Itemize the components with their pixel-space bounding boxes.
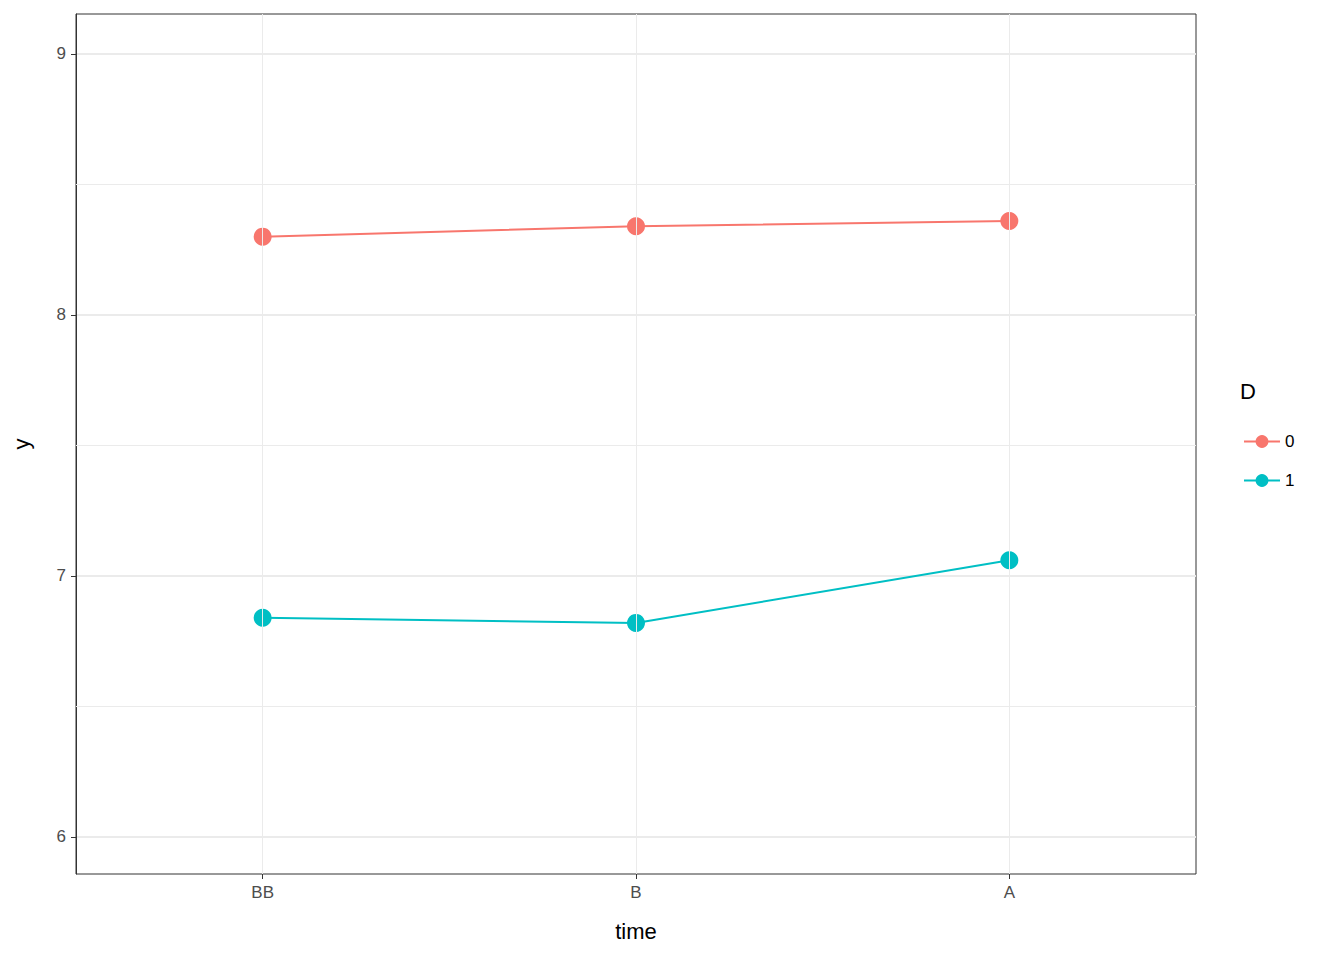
svg-text:B: B (630, 883, 641, 902)
svg-text:9: 9 (57, 44, 66, 63)
svg-text:6: 6 (57, 827, 66, 846)
svg-text:A: A (1004, 883, 1016, 902)
svg-text:BB: BB (251, 883, 274, 902)
svg-text:0: 0 (1285, 432, 1294, 451)
svg-text:time: time (615, 919, 657, 944)
svg-text:y: y (9, 439, 34, 450)
svg-text:1: 1 (1285, 471, 1294, 490)
svg-text:D: D (1240, 379, 1256, 404)
svg-text:7: 7 (57, 566, 66, 585)
svg-text:8: 8 (57, 305, 66, 324)
